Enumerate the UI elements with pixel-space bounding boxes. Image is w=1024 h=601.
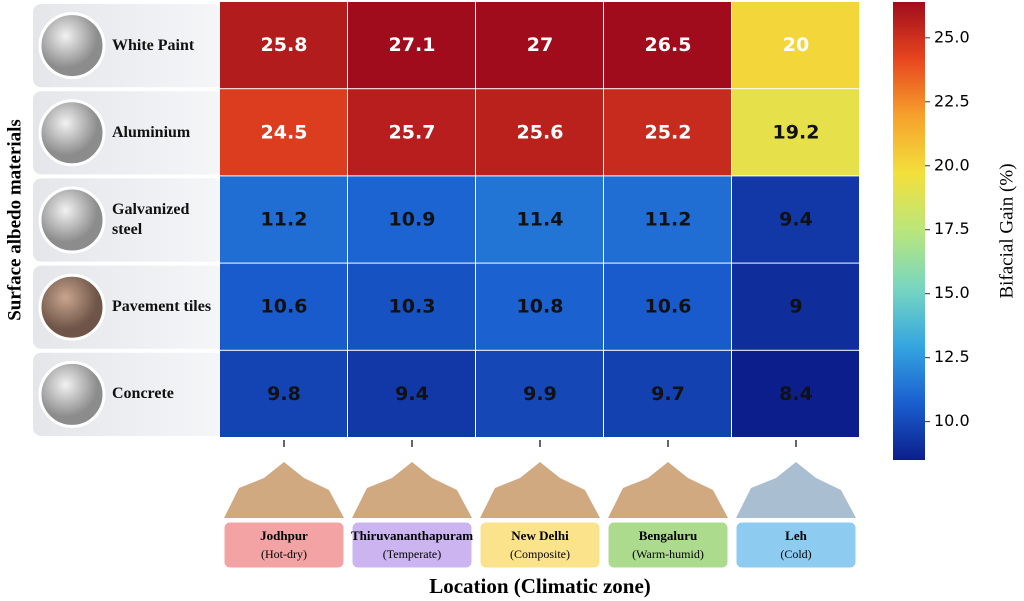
location-box	[223, 521, 345, 569]
row-label: White Paint	[112, 36, 195, 54]
heatmap-cell	[476, 263, 603, 350]
cell-label: 11.4	[517, 209, 564, 231]
location-image	[736, 462, 856, 518]
colorbar-tick-label: 17.5	[934, 219, 970, 238]
cell-label: 11.2	[645, 209, 692, 231]
heatmap-cell	[732, 2, 859, 89]
cell-label: 9	[789, 296, 802, 318]
cell-label: 9.4	[779, 209, 813, 231]
heatmap-cell	[220, 176, 347, 263]
row-label: Concrete	[112, 385, 174, 403]
cell-label: 25.7	[389, 121, 436, 143]
heatmap-cell	[732, 89, 859, 176]
location-image	[480, 462, 600, 518]
cell-label: 25.8	[261, 34, 308, 56]
cell-label: 9.8	[267, 383, 301, 405]
cell-label: 9.9	[523, 383, 557, 405]
x-tick-sublabel: (Warm-humid)	[632, 547, 704, 561]
cell-label: 9.7	[651, 383, 685, 405]
heatmap-cell	[476, 176, 603, 263]
location-box	[351, 521, 473, 569]
heatmap-cell	[732, 350, 859, 437]
x-tick-label: Bengaluru	[639, 528, 698, 543]
cell-label: 10.3	[389, 296, 436, 318]
cell-label: 10.8	[517, 296, 564, 318]
heatmap-cell	[220, 89, 347, 176]
colorbar-tick-label: 22.5	[934, 91, 970, 110]
cell-label: 25.6	[517, 121, 564, 143]
x-tick-sublabel: (Temperate)	[383, 547, 441, 561]
x-tick-label: Thiruvananthapuram	[351, 528, 473, 543]
colorbar-tick-label: 15.0	[934, 283, 970, 302]
location-box	[607, 521, 729, 569]
colorbar	[893, 2, 925, 460]
heatmap-cell	[604, 89, 731, 176]
cell-label: 10.9	[389, 209, 436, 231]
heatmap-cell	[476, 2, 603, 89]
heatmap-cell	[348, 89, 475, 176]
heatmap-cell	[220, 350, 347, 437]
heatmap-cell	[220, 263, 347, 350]
cell-label: 27	[527, 34, 553, 56]
location-image	[352, 462, 472, 518]
row-icon	[38, 99, 106, 167]
cell-label: 8.4	[779, 383, 813, 405]
cell-label: 10.6	[261, 296, 308, 318]
cell-label: 10.6	[645, 296, 692, 318]
row-icon	[38, 360, 106, 428]
heatmap-cell	[348, 2, 475, 89]
colorbar-label: Bifacial Gain (%)	[996, 163, 1017, 298]
row-label: Aluminium	[112, 123, 191, 141]
colorbar-tick-label: 20.0	[934, 155, 970, 174]
cell-label: 9.4	[395, 383, 429, 405]
row-icon	[38, 273, 106, 341]
location-image	[608, 462, 728, 518]
colorbar-tick-label: 10.0	[934, 411, 970, 430]
heatmap-cell	[604, 263, 731, 350]
cell-label: 19.2	[773, 121, 820, 143]
row-label: Galvanized steel	[112, 200, 190, 238]
cell-label: 26.5	[645, 34, 692, 56]
colorbar-tick-label: 25.0	[934, 27, 970, 46]
heatmap-cell	[604, 2, 731, 89]
heatmap-cell	[348, 263, 475, 350]
heatmap-cell	[348, 176, 475, 263]
cell-label: 27.1	[389, 34, 436, 56]
row-icon	[38, 186, 106, 254]
heatmap-cell	[732, 176, 859, 263]
x-tick-label: New Delhi	[511, 528, 569, 543]
heatmap-cell	[604, 176, 731, 263]
heatmap-cell	[732, 263, 859, 350]
cell-label: 11.2	[261, 209, 308, 231]
cell-label: 25.2	[645, 121, 692, 143]
x-tick-label: Leh	[785, 528, 807, 543]
heatmap-cell	[348, 350, 475, 437]
x-axis-label: Location (Climatic zone)	[429, 574, 651, 598]
location-box	[479, 521, 601, 569]
x-tick-sublabel: (Cold)	[780, 547, 811, 561]
heatmap-cell	[476, 350, 603, 437]
x-tick-label: Jodhpur	[260, 528, 308, 543]
heatmap-cell	[220, 2, 347, 89]
cell-label: 24.5	[261, 121, 308, 143]
row-label: Pavement tiles	[112, 298, 212, 316]
heatmap-cell	[604, 350, 731, 437]
x-tick-sublabel: (Composite)	[510, 547, 570, 561]
location-box	[735, 521, 857, 569]
x-tick-sublabel: (Hot-dry)	[261, 547, 307, 561]
colorbar-tick-label: 12.5	[934, 347, 970, 366]
heatmap-cell	[476, 89, 603, 176]
row-icon	[38, 12, 106, 80]
location-image	[224, 462, 344, 518]
cell-label: 20	[783, 34, 809, 56]
y-axis-label: Surface albedo materials	[4, 119, 25, 321]
